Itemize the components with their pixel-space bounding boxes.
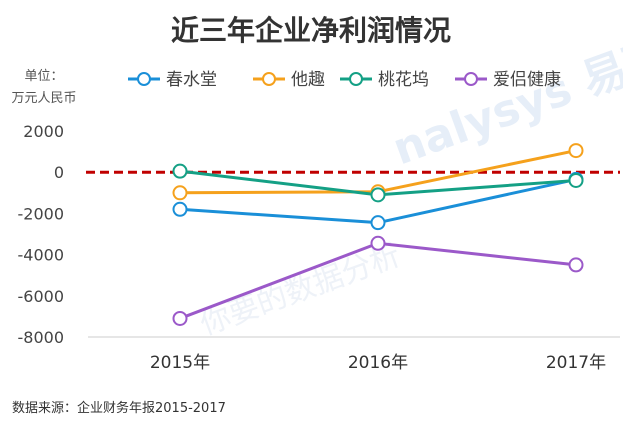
svg-text:nalysys 易观: nalysys 易观 xyxy=(386,29,623,176)
legend-label: 爱侣健康 xyxy=(493,70,561,90)
source-note: 数据来源：企业财务年报2015-2017 xyxy=(12,400,226,416)
svg-text:你要的数据分析: 你要的数据分析 xyxy=(196,238,405,343)
data-point xyxy=(370,215,386,231)
y-tick-label: -8000 xyxy=(18,328,65,347)
y-tick-label: -6000 xyxy=(18,287,65,306)
legend-swatch-marker xyxy=(349,72,363,86)
data-point xyxy=(370,235,386,251)
legend-item: 爱侣健康 xyxy=(455,70,561,90)
legend-label: 他趣 xyxy=(291,70,325,90)
data-point xyxy=(370,187,386,203)
y-axis-unit-line2: 万元人民币 xyxy=(11,91,76,106)
legend-item: 春水堂 xyxy=(128,70,217,90)
x-tick-label: 2016年 xyxy=(348,353,408,373)
y-tick-label: 2000 xyxy=(23,122,64,141)
data-point xyxy=(172,185,188,201)
data-point xyxy=(568,257,584,273)
series-points xyxy=(172,143,584,326)
y-tick-label: -4000 xyxy=(18,246,65,265)
legend: 春水堂 他趣 桃花坞 爱侣健康 xyxy=(128,70,561,90)
x-tick-label: 2017年 xyxy=(546,353,606,373)
y-tick-label: -2000 xyxy=(18,204,65,223)
data-point xyxy=(568,172,584,188)
legend-swatch-marker xyxy=(137,72,151,86)
legend-item: 桃花坞 xyxy=(340,70,429,90)
y-axis-ticks: 2000 0 -2000 -4000 -6000 -8000 xyxy=(18,122,65,347)
y-axis-unit-line1: 单位： xyxy=(24,69,63,84)
x-axis: 2015年 2016年 2017年 xyxy=(88,336,620,373)
data-point xyxy=(568,143,584,159)
legend-item: 他趣 xyxy=(253,70,325,90)
legend-label: 桃花坞 xyxy=(378,70,429,90)
legend-swatch-marker xyxy=(464,72,478,86)
chart-title: 近三年企业净利润情况 xyxy=(171,14,451,47)
legend-swatch-marker xyxy=(262,72,276,86)
x-tick-label: 2015年 xyxy=(150,353,210,373)
legend-label: 春水堂 xyxy=(166,70,217,90)
y-tick-label: 0 xyxy=(54,163,64,182)
data-point xyxy=(172,310,188,326)
data-point xyxy=(172,163,188,179)
data-point xyxy=(172,201,188,217)
